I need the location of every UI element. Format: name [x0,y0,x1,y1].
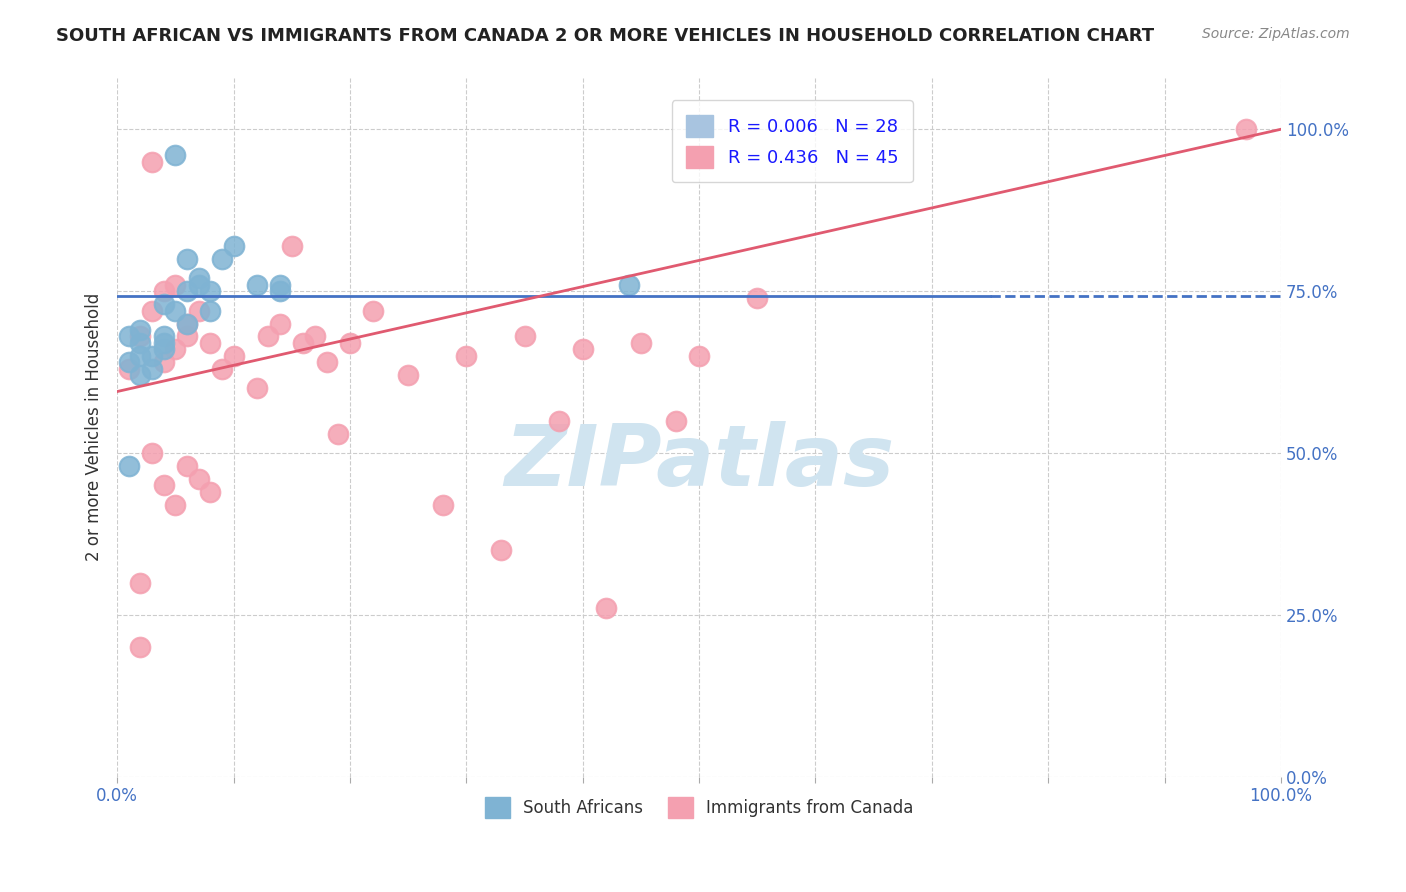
Point [246,277,269,292]
Point [152,284,174,298]
Point [141,362,163,376]
Point [489,543,512,558]
Point [688,349,710,363]
Point [141,446,163,460]
Point [630,335,652,350]
Point [176,329,198,343]
Point [456,349,478,363]
Point [222,239,245,253]
Point [165,277,187,292]
Point [257,329,280,343]
Point [152,343,174,357]
Point [176,284,198,298]
Point [118,355,141,369]
Point [176,317,198,331]
Point [246,381,269,395]
Point [339,335,361,350]
Point [141,154,163,169]
Point [165,343,187,357]
Point [548,414,571,428]
Point [141,303,163,318]
Point [281,239,304,253]
Point [211,252,233,266]
Point [187,277,209,292]
Point [152,355,174,369]
Point [665,414,688,428]
Point [269,277,291,292]
Point [1234,122,1257,136]
Point [118,362,141,376]
Point [176,317,198,331]
Text: Source: ZipAtlas.com: Source: ZipAtlas.com [1202,27,1350,41]
Point [200,284,222,298]
Point [129,368,152,383]
Point [315,355,337,369]
Point [304,329,326,343]
Point [152,478,174,492]
Point [165,498,187,512]
Point [129,335,152,350]
Point [152,329,174,343]
Point [129,329,152,343]
Point [187,472,209,486]
Point [118,329,141,343]
Point [200,303,222,318]
Point [513,329,536,343]
Point [432,498,454,512]
Point [200,484,222,499]
Text: SOUTH AFRICAN VS IMMIGRANTS FROM CANADA 2 OR MORE VEHICLES IN HOUSEHOLD CORRELAT: SOUTH AFRICAN VS IMMIGRANTS FROM CANADA … [56,27,1154,45]
Point [595,601,617,615]
Point [571,343,593,357]
Point [129,323,152,337]
Point [211,362,233,376]
Point [292,335,315,350]
Point [328,426,350,441]
Point [129,575,152,590]
Point [118,458,141,473]
Point [187,271,209,285]
Point [222,349,245,363]
Point [619,277,641,292]
Point [152,335,174,350]
Point [176,458,198,473]
Point [129,640,152,655]
Point [141,349,163,363]
Point [361,303,384,318]
Legend: South Africans, Immigrants from Canada: South Africans, Immigrants from Canada [478,791,921,824]
Point [269,284,291,298]
Y-axis label: 2 or more Vehicles in Household: 2 or more Vehicles in Household [86,293,103,561]
Point [200,335,222,350]
Point [187,303,209,318]
Text: ZIPatlas: ZIPatlas [503,421,894,504]
Point [747,291,769,305]
Point [176,252,198,266]
Point [269,317,291,331]
Point [129,349,152,363]
Point [152,297,174,311]
Point [165,148,187,162]
Point [165,303,187,318]
Point [396,368,419,383]
